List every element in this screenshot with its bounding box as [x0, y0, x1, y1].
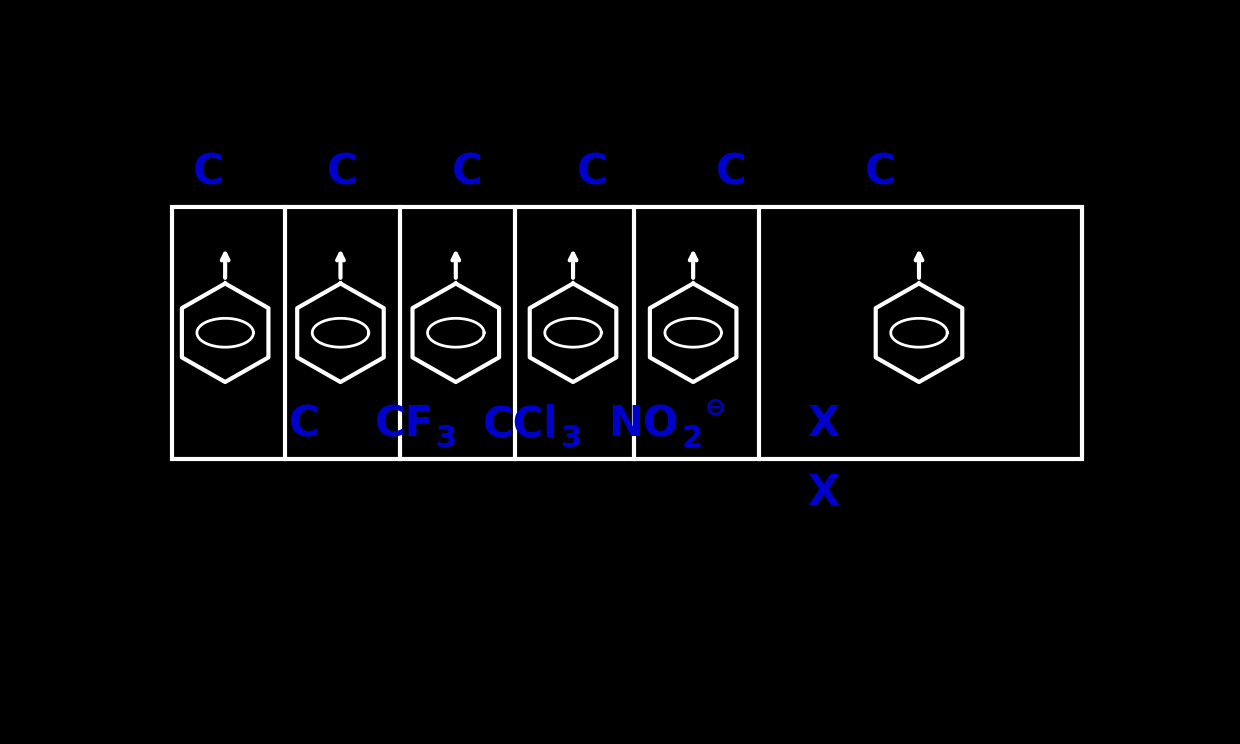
Text: C: C [717, 151, 746, 193]
Text: 3: 3 [560, 424, 582, 453]
Text: C: C [289, 403, 319, 446]
Text: 2: 2 [682, 424, 703, 453]
Text: NO: NO [609, 403, 678, 446]
Text: C: C [453, 151, 482, 193]
Text: X: X [807, 403, 839, 446]
Text: CF: CF [374, 403, 434, 446]
Text: CCl: CCl [484, 403, 558, 446]
Text: C: C [866, 151, 895, 193]
Text: 3: 3 [435, 424, 456, 453]
Text: ⊖: ⊖ [704, 395, 725, 419]
Text: C: C [192, 151, 223, 193]
Text: C: C [577, 151, 608, 193]
Text: C: C [327, 151, 357, 193]
Text: X: X [807, 472, 839, 514]
